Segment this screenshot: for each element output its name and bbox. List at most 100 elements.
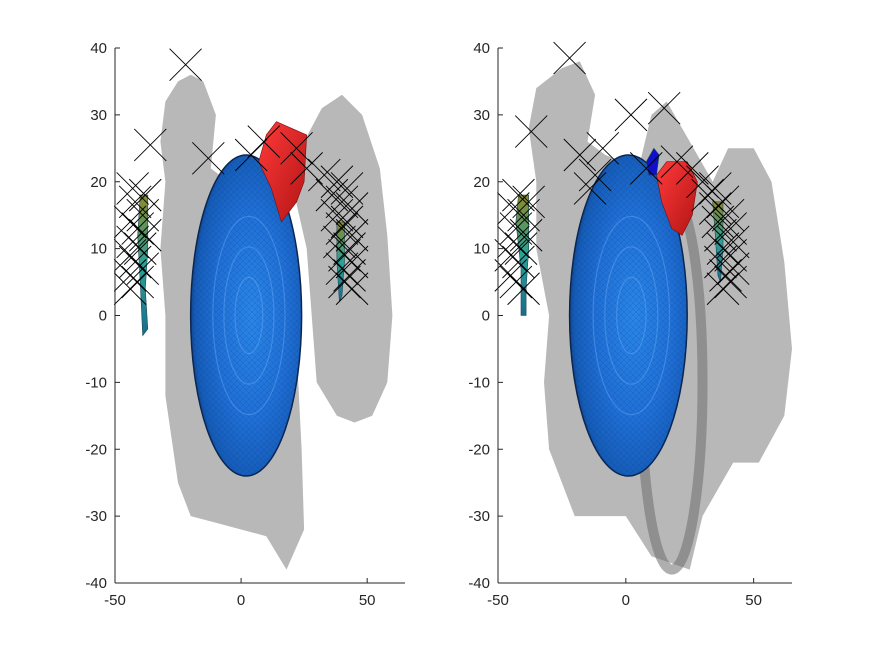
x-marker [128,178,162,212]
x-marker [499,265,533,299]
x-marker [169,48,202,82]
blue-ellipse-contour-3 [212,215,286,416]
x-tick-label: -50 [487,592,509,609]
x-marker [325,252,359,286]
subplot-right: -40 -30 -20 -10 0 10 20 30 40 -50 0 50 [468,40,792,609]
x-marker [647,91,681,125]
y-tick-label: -20 [85,441,107,458]
x-marker [706,272,740,306]
x-marker [704,218,737,252]
x-marker [675,152,709,185]
x-marker [121,212,155,245]
y-tick-label: -10 [468,374,490,391]
x-marker [563,138,597,172]
y-tick-label: -10 [85,374,107,391]
x-tick-label: 50 [359,592,376,609]
blue-ellipse-mesh [569,155,688,476]
x-tick-label: 0 [622,592,630,609]
blue-ellipse-contour-1 [234,276,264,355]
x-marker [116,172,149,205]
x-tick-label: 50 [745,592,762,609]
x-tick-label: -50 [104,592,126,609]
x-marker [280,131,313,165]
x-marker [328,238,361,272]
x-marker [128,218,162,252]
y-tick-label: -30 [468,508,490,525]
x-marker [629,152,663,185]
x-marker [113,205,147,239]
blue-ellipse-contour-1 [616,276,647,355]
x-marker [320,198,354,232]
y-tick-label: 10 [90,241,107,258]
x-marker [126,198,160,232]
x-marker [113,238,147,272]
x-marker [335,245,369,279]
x-marker [333,232,366,265]
blue-ellipse-contour-3 [592,215,671,416]
x-marker [123,232,157,265]
y-tick-label: -40 [85,575,107,592]
x-marker [116,225,149,259]
red-patch [656,161,698,236]
x-marker [333,259,366,292]
x-tick-label: 0 [237,592,245,609]
x-marker [706,185,740,219]
x-marker [307,158,341,192]
y-tick-label: 30 [90,107,107,124]
x-marker [191,142,225,175]
y-tick-label: 30 [473,107,490,124]
x-marker [502,178,535,212]
y-tick-label: -40 [468,575,490,592]
x-marker [335,272,369,306]
x-marker [512,185,545,219]
x-marker [714,265,747,299]
x-marker [709,259,742,292]
x-marker [234,138,268,172]
x-marker [325,185,359,219]
y-tick-label: 10 [473,241,490,258]
y-tick-label: 0 [99,308,107,325]
x-marker [578,158,612,192]
x-marker [497,192,530,225]
x-marker [328,265,361,299]
x-marker [330,205,364,239]
x-marker [323,225,356,259]
x-marker [504,232,538,265]
x-marker [704,245,737,279]
x-marker [290,152,323,185]
y-tick-label: 20 [90,174,107,191]
x-marker [133,128,167,162]
x-marker [247,125,281,158]
x-marker [573,172,607,205]
x-marker [315,178,349,212]
x-marker [325,212,359,245]
x-marker [706,232,740,265]
y-tick-label: 40 [473,40,490,57]
y-tick-label: -30 [85,508,107,525]
x-marker [509,218,543,252]
y-tick-label: 40 [90,40,107,57]
x-marker [714,212,747,245]
x-marker [553,41,586,75]
y-tick-label: 0 [482,308,490,325]
x-marker [335,218,369,252]
subplot-left: -40 -30 -20 -10 0 10 20 30 40 -50 0 50 [85,40,405,609]
x-marker [614,98,648,132]
x-marker [716,225,750,259]
x-marker [660,145,694,179]
y-tick-label: 20 [473,174,490,191]
x-marker [586,131,620,165]
x-marker [716,252,750,286]
blue-ellipse-contour-2 [223,246,275,385]
x-marker [714,238,747,272]
x-marker [126,252,160,286]
x-marker [121,265,155,299]
y-tick-label: -20 [468,441,490,458]
x-marker [497,225,530,259]
x-marker [320,165,354,199]
x-marker [507,272,540,306]
blue-ellipse-mesh [190,155,302,476]
x-marker [113,259,147,292]
x-marker [514,115,548,148]
